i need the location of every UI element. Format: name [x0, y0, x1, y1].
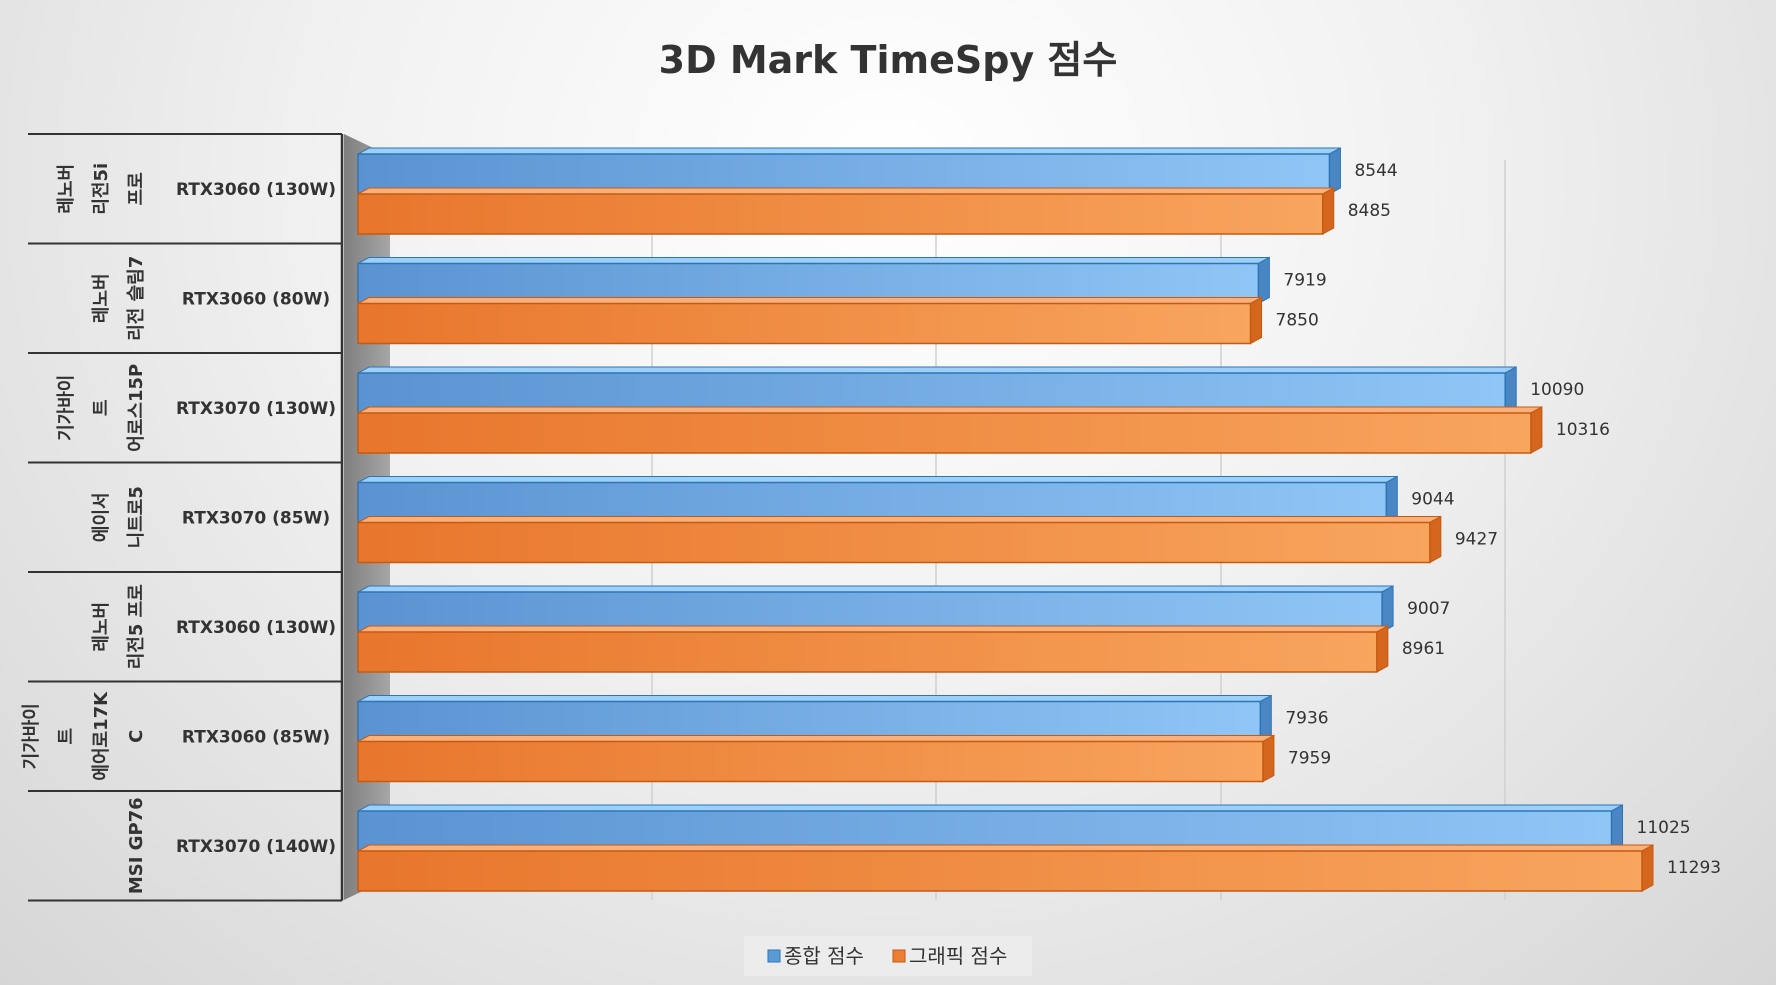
bar-graphic-score	[357, 187, 1335, 235]
category-group-label: 레노버	[56, 164, 77, 214]
bar-graphic-score	[357, 515, 1442, 564]
category-group-label: 리전5i	[91, 163, 112, 215]
category-group-label: 트	[56, 728, 77, 745]
bar-total-score	[357, 256, 1270, 305]
category-gpu-label: RTX3070 (130W)	[176, 399, 336, 419]
data-label: 7936	[1285, 709, 1328, 729]
bar-total-score	[357, 804, 1624, 852]
bar-graphic-score	[357, 734, 1275, 783]
category-gpu-label: RTX3070 (140W)	[176, 837, 336, 857]
bars	[357, 147, 1654, 892]
data-label: 8485	[1348, 201, 1391, 221]
category-group-label: 기가바이	[56, 375, 77, 441]
category-group-label: 어로스15P	[126, 364, 147, 452]
category-group-label: 레노버	[91, 273, 112, 323]
legend-swatch-total	[767, 949, 781, 963]
category-group-label: 리전 슬림7	[126, 256, 147, 341]
data-label: 7959	[1288, 749, 1331, 769]
data-label: 11293	[1667, 858, 1721, 878]
bar-graphic-score	[357, 844, 1654, 892]
category-gpu-label: RTX3060 (85W)	[182, 727, 330, 747]
category-gpu-label: RTX3060 (130W)	[176, 180, 336, 200]
legend-label-graphic: 그래픽 점수	[909, 944, 1007, 968]
data-label: 8961	[1402, 639, 1445, 659]
bar-total-score	[357, 694, 1272, 743]
data-label: 8544	[1354, 161, 1397, 181]
category-group-label: 기가바이	[21, 703, 42, 769]
category-group-label: 리전5 프로	[126, 584, 147, 669]
bar-graphic-score	[357, 296, 1263, 345]
legend: 종합 점수 그래픽 점수	[744, 936, 1032, 976]
legend-label-total: 종합 점수	[784, 944, 864, 968]
category-group-label: MSI GP76	[126, 797, 147, 894]
data-label: 10090	[1530, 380, 1584, 400]
data-label: 10316	[1556, 420, 1610, 440]
data-label: 7919	[1283, 271, 1326, 291]
bar-total-score	[357, 585, 1394, 633]
bar-total-score	[357, 475, 1398, 524]
category-gpu-label: RTX3060 (80W)	[182, 289, 330, 309]
chart-title: 3D Mark TimeSpy 점수	[659, 38, 1118, 82]
data-label: 9044	[1411, 490, 1454, 510]
bar-total-score	[357, 366, 1517, 414]
category-group-label: 레노버	[91, 602, 112, 652]
category-gpu-label: RTX3070 (85W)	[182, 508, 330, 528]
category-group-label: 프로	[126, 172, 147, 205]
legend-swatch-graphic	[892, 949, 906, 963]
category-group-label: 트	[91, 399, 112, 416]
category-group-label: 에이서	[91, 492, 112, 542]
category-group-label: 니트로5	[126, 486, 147, 548]
category-group-label: C	[126, 730, 147, 743]
data-label: 9427	[1455, 530, 1498, 550]
category-gpu-label: RTX3060 (130W)	[176, 618, 336, 638]
category-group-label: 에어로17K	[91, 691, 112, 781]
data-label: 11025	[1637, 818, 1691, 838]
data-label: 7850	[1276, 311, 1319, 331]
bar-graphic-score	[357, 625, 1389, 673]
bar-graphic-score	[357, 406, 1543, 454]
data-label: 9007	[1407, 599, 1450, 619]
bar-total-score	[357, 147, 1341, 195]
